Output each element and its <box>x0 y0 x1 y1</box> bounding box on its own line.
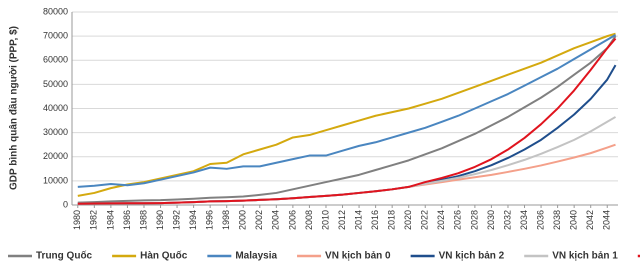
x-tick-label: 2032 <box>502 210 512 230</box>
x-tick-label: 1988 <box>138 210 148 230</box>
x-tick-label: 2018 <box>387 210 397 230</box>
x-tick-label: 2002 <box>254 210 264 230</box>
legend-label: VN kịch bản 2 <box>439 251 505 262</box>
x-tick-label: 2026 <box>453 210 463 230</box>
x-tick-label: 2042 <box>585 210 595 230</box>
x-tick-label: 2036 <box>535 210 545 230</box>
x-tick-label: 1986 <box>122 210 132 230</box>
y-tick-label: 80000 <box>43 6 68 16</box>
series-line <box>77 34 617 188</box>
y-tick-label: 50000 <box>43 79 68 89</box>
y-tick-label: 10000 <box>43 175 68 185</box>
x-tick-label: 1990 <box>155 210 165 230</box>
x-tick-label: 2020 <box>403 210 413 230</box>
legend-label: VN kịch bản 0 <box>325 251 391 262</box>
x-tick-label: 2010 <box>320 210 330 230</box>
x-tick-label: 1996 <box>205 210 215 230</box>
x-tick-label: 1980 <box>72 210 82 230</box>
series-line <box>77 37 617 205</box>
x-tick-label: 1982 <box>89 210 99 230</box>
legend-label: Malaysia <box>235 251 277 262</box>
x-tick-label: 2008 <box>304 210 314 230</box>
x-tick-label: 1998 <box>221 210 231 230</box>
y-tick-label: 20000 <box>43 151 68 161</box>
x-tick-label: 2012 <box>337 210 347 230</box>
y-tick-label: 60000 <box>43 55 68 65</box>
x-tick-label: 2016 <box>370 210 380 230</box>
legend-label: Trung Quốc <box>36 250 93 262</box>
x-tick-label: 1992 <box>171 210 181 230</box>
x-tick-label: 2028 <box>469 210 479 230</box>
x-tick-label: 2024 <box>436 210 446 230</box>
y-tick-label: 70000 <box>43 31 68 41</box>
x-tick-label: 2038 <box>552 210 562 230</box>
x-tick-label: 2030 <box>486 210 496 230</box>
series-line <box>77 35 617 204</box>
x-tick-label: 2044 <box>602 210 612 230</box>
y-tick-label: 40000 <box>43 103 68 113</box>
x-tick-label: 2034 <box>519 210 529 230</box>
series-line <box>77 32 616 197</box>
x-tick-label: 2022 <box>420 210 430 230</box>
x-tick-label: 2004 <box>271 210 281 230</box>
x-tick-label: 2040 <box>569 210 579 230</box>
y-tick-label: 30000 <box>43 127 68 137</box>
x-tick-label: 2006 <box>287 210 297 230</box>
y-tick-label: 0 <box>63 199 68 209</box>
legend: Trung Quốc Hàn Quốc Malaysia VN kịch bản 0 V… <box>8 250 640 262</box>
x-tick-label: 1984 <box>105 210 115 230</box>
x-tick-label: 2000 <box>238 210 248 230</box>
legend-label: VN kịch bản 1 <box>552 251 618 262</box>
y-axis-title: GDP bình quân đầu người (PPP, $) <box>8 26 20 190</box>
x-tick-label: 2014 <box>353 210 363 230</box>
x-tick-label: 1994 <box>188 210 198 230</box>
series-line <box>77 64 617 205</box>
legend-label: Hàn Quốc <box>140 250 188 262</box>
